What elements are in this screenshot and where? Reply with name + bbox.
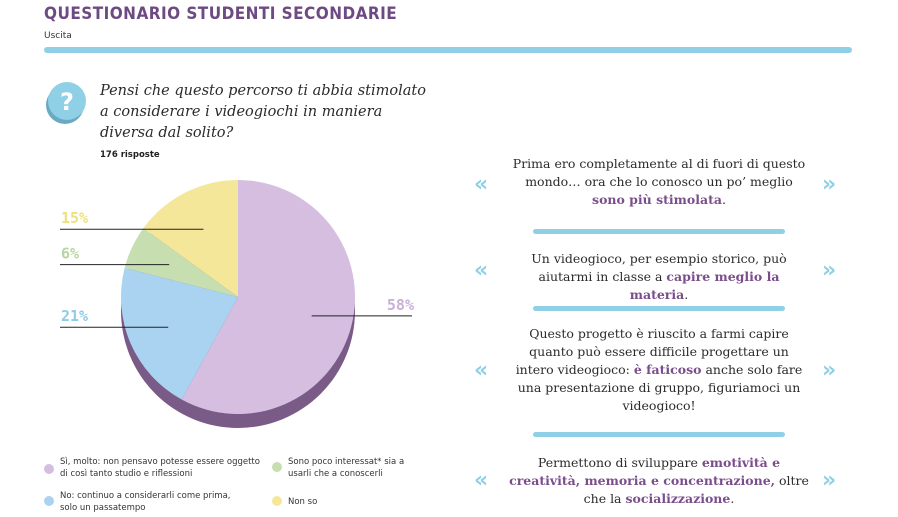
legend-item-no: No: continuo a considerarli come prima, … (60, 491, 231, 513)
quote-close-mark: » (822, 358, 837, 383)
quote-close-mark: » (822, 258, 837, 283)
quote-text: Permettono di sviluppare (537, 455, 702, 470)
quote-divider (533, 432, 785, 437)
pie-label-si-molto: 58% (387, 296, 414, 314)
pie-slice-no (121, 267, 238, 400)
pie-slice-poco-interessati (124, 228, 238, 297)
quote-divider (533, 306, 785, 311)
legend-swatch-si-molto (44, 464, 54, 474)
quote-2: Un videogioco, per esempio storico, può … (509, 250, 809, 304)
quote-1: Prima ero completamente al di fuori di q… (509, 155, 809, 209)
quote-text: . (684, 287, 689, 302)
legend-swatch-non-so (272, 496, 282, 506)
legend-swatch-poco-interessati (272, 462, 282, 472)
quote-text: Un videogioco, per esempio storico, può … (531, 251, 787, 284)
quote-text: Prima ero completamente al di fuori di q… (512, 156, 806, 189)
quote-highlight: emotività e creatività, memoria e concen… (509, 455, 781, 488)
legend-item-si-molto: Sì, molto: non pensavo potesse essere og… (60, 457, 260, 479)
quote-highlight: sono più stimolata (592, 192, 722, 207)
question-mark-icon: ? (46, 82, 86, 124)
quote-open-mark: « (474, 358, 489, 383)
question-mark-glyph: ? (60, 88, 74, 116)
pie-slice-si-molto (181, 180, 355, 414)
quote-text: Questo progetto è riuscito a farmi capir… (515, 326, 789, 377)
legend-swatch-no (44, 496, 54, 506)
page-title: QUESTIONARIO STUDENTI SECONDARIE (44, 4, 398, 24)
pie-label-non-so: 15% (61, 209, 88, 227)
legend-item-non-so: Non so (288, 497, 318, 507)
quote-divider (533, 229, 785, 234)
pie-label-no: 21% (61, 307, 88, 325)
quote-text: . (721, 192, 726, 207)
quote-open-mark: « (474, 468, 489, 493)
quote-open-mark: « (474, 172, 489, 197)
question-text: Pensi che questo percorso ti abbia stimo… (100, 83, 426, 141)
quote-4: Permettono di sviluppare emotività e cre… (509, 454, 809, 508)
header-divider (44, 47, 852, 53)
response-count: 176 risposte (100, 150, 160, 160)
pie-chart: 58% 21% 6% 15% (60, 180, 414, 428)
quote-highlight: è faticoso (633, 362, 702, 377)
page-subtitle: Uscita (44, 31, 72, 41)
pie-label-poco-interessati: 6% (61, 245, 79, 263)
quote-text: oltre che la (583, 473, 809, 506)
quote-text: anche solo fare una presentazione di gru… (517, 362, 803, 413)
pie-slice-non-so (143, 180, 238, 297)
quote-highlight: capire meglio la materia (629, 269, 780, 302)
quote-close-mark: » (822, 172, 837, 197)
quote-3: Questo progetto è riuscito a farmi capir… (509, 325, 809, 415)
quote-text: . (730, 491, 735, 506)
legend-item-poco-interessati: Sono poco interessat* sia a usarli che a… (288, 457, 405, 479)
quote-close-mark: » (822, 468, 837, 493)
quote-open-mark: « (474, 258, 489, 283)
quote-highlight: socializzazione (625, 491, 731, 506)
